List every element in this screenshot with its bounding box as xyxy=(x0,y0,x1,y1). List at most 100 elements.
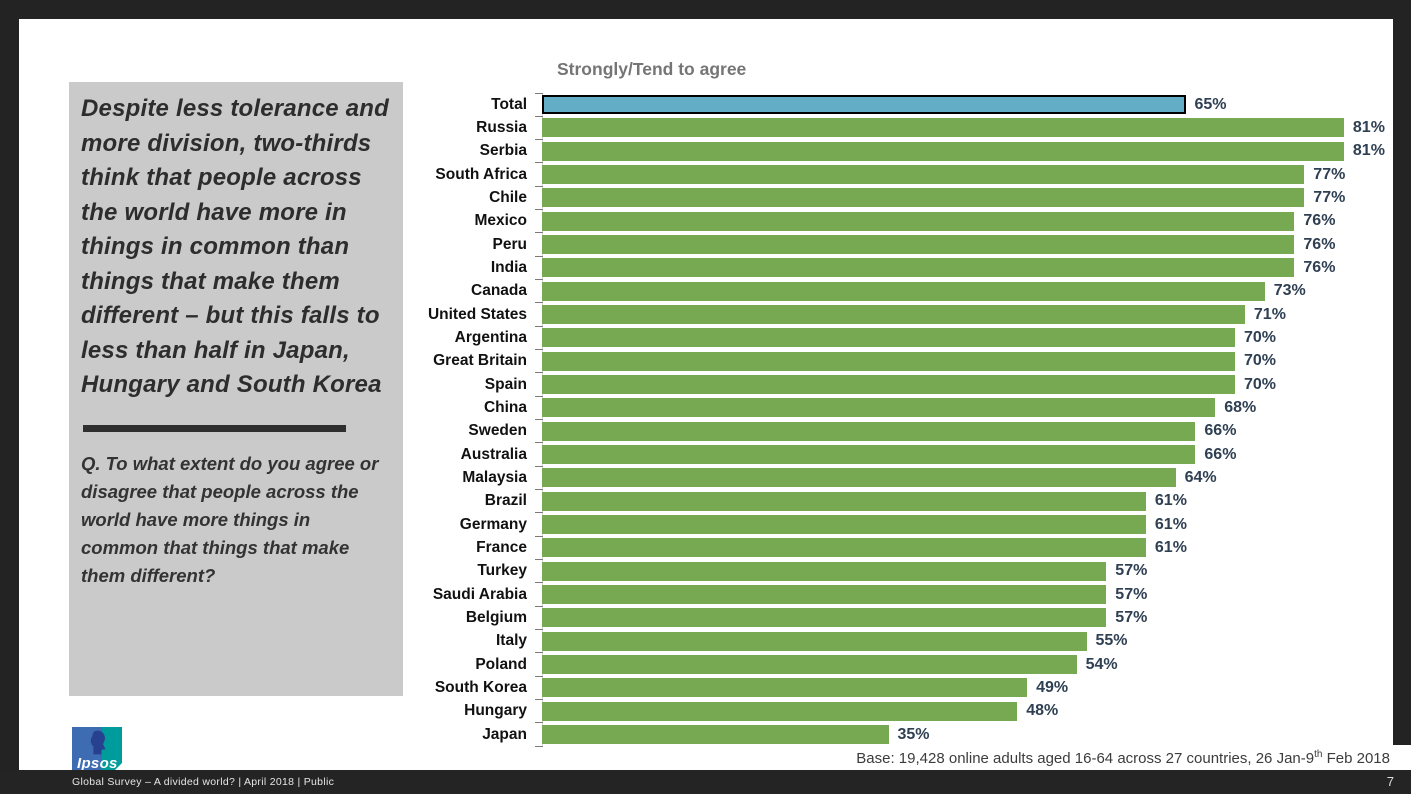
axis-tick xyxy=(535,605,543,607)
question-text: Q. To what extent do you agree or disagr… xyxy=(81,452,379,586)
category-label: China xyxy=(483,398,527,416)
country-bar xyxy=(542,608,1107,628)
value-label: 77% xyxy=(1313,188,1346,206)
chart-row: Argentina 70% xyxy=(19,325,1411,349)
footer-bar: Global Survey – A divided world? | April… xyxy=(0,770,1411,794)
country-bar xyxy=(542,258,1295,278)
chart-row: Poland 54% xyxy=(19,652,1411,676)
value-label: 70% xyxy=(1244,328,1277,346)
category-label: Turkey xyxy=(477,562,527,580)
country-bar xyxy=(542,188,1305,208)
footer-source-text: Global Survey – A divided world? | April… xyxy=(72,776,335,788)
value-label: 54% xyxy=(1085,655,1118,673)
axis-tick xyxy=(535,419,543,421)
chart-row: France 61% xyxy=(19,535,1411,559)
value-label: 57% xyxy=(1115,608,1148,626)
value-label: 73% xyxy=(1273,282,1306,300)
axis-tick xyxy=(535,582,543,584)
chart-row: Mexico 76% xyxy=(19,209,1411,233)
chart-row: Total 65% xyxy=(19,92,1411,116)
category-label: Russia xyxy=(476,118,527,136)
axis-tick xyxy=(535,162,543,164)
axis-tick xyxy=(535,535,543,537)
category-label: Germany xyxy=(459,515,527,533)
value-label: 35% xyxy=(897,725,930,743)
axis-tick xyxy=(535,115,543,117)
base-note-superscript: th xyxy=(1314,749,1323,760)
axis-tick xyxy=(535,559,543,561)
chart-row: Russia 81% xyxy=(19,115,1411,139)
value-label: 77% xyxy=(1313,165,1346,183)
total-bar xyxy=(542,95,1186,115)
axis-tick xyxy=(535,185,543,187)
axis-tick xyxy=(535,465,543,467)
chart-row: India 76% xyxy=(19,255,1411,279)
chart-row: Sweden 66% xyxy=(19,419,1411,443)
logo-head-silhouette xyxy=(90,730,106,755)
country-bar xyxy=(542,725,889,745)
value-label: 48% xyxy=(1026,702,1059,720)
axis-tick xyxy=(535,746,543,748)
country-bar xyxy=(542,305,1245,325)
country-bar xyxy=(542,235,1295,255)
category-label: South Korea xyxy=(434,678,527,696)
category-label: Canada xyxy=(471,282,527,300)
country-bar xyxy=(542,631,1087,651)
category-label: Argentina xyxy=(454,328,527,346)
country-bar xyxy=(542,211,1295,231)
category-label: Australia xyxy=(460,445,527,463)
chart-row: Germany 61% xyxy=(19,512,1411,536)
page-number: 7 xyxy=(1386,774,1394,789)
chart-row: China 68% xyxy=(19,395,1411,419)
category-label: United States xyxy=(427,305,527,323)
chart-row: United States 71% xyxy=(19,302,1411,326)
country-bar xyxy=(542,375,1235,395)
country-bar xyxy=(542,445,1196,465)
value-label: 71% xyxy=(1253,305,1286,323)
category-label: Total xyxy=(491,95,527,113)
slide: Despite less tolerance and more division… xyxy=(19,19,1393,775)
panel-divider xyxy=(83,424,346,432)
axis-tick xyxy=(535,209,543,211)
axis-tick xyxy=(535,139,543,141)
chart-row: Canada 73% xyxy=(19,279,1411,303)
chart-row: Great Britain 70% xyxy=(19,349,1411,373)
category-label: Saudi Arabia xyxy=(432,585,527,603)
bar-chart: Total 65% Russia 81% Serbia 81% South Africa 77… xyxy=(19,92,1411,748)
country-bar xyxy=(542,141,1344,161)
axis-tick xyxy=(535,302,543,304)
category-label: Mexico xyxy=(474,212,527,230)
country-bar xyxy=(542,328,1235,348)
value-label: 61% xyxy=(1154,492,1187,510)
country-bar xyxy=(542,421,1196,441)
value-label: 76% xyxy=(1303,212,1336,230)
chart-row: Japan 35% xyxy=(19,722,1411,746)
value-label: 64% xyxy=(1184,468,1217,486)
chart-row: Brazil 61% xyxy=(19,489,1411,513)
value-label: 66% xyxy=(1204,422,1237,440)
headline-text: Despite less tolerance and more division… xyxy=(81,95,389,398)
axis-tick xyxy=(535,512,543,514)
logo-wordmark: Ipsos xyxy=(77,755,118,772)
value-label: 81% xyxy=(1352,118,1385,136)
country-bar xyxy=(542,468,1176,488)
category-label: Serbia xyxy=(479,142,527,160)
category-label: Sweden xyxy=(468,422,527,440)
axis-tick xyxy=(535,279,543,281)
category-label: Great Britain xyxy=(433,352,527,370)
chart-row: Hungary 48% xyxy=(19,699,1411,723)
chart-row: Serbia 81% xyxy=(19,139,1411,163)
value-label: 68% xyxy=(1224,398,1257,416)
base-note: Base: 19,428 online adults aged 16-64 ac… xyxy=(850,745,1411,771)
summary-panel: Despite less tolerance and more division… xyxy=(69,82,403,696)
chart-row: Italy 55% xyxy=(19,629,1411,653)
category-label: Japan xyxy=(482,725,527,743)
category-label: Belgium xyxy=(465,608,527,626)
value-label: 76% xyxy=(1303,258,1336,276)
country-bar xyxy=(542,538,1146,558)
country-bar xyxy=(542,398,1216,418)
axis-tick xyxy=(535,395,543,397)
chart-row: Saudi Arabia 57% xyxy=(19,582,1411,606)
base-note-prefix: Base: 19,428 online adults aged 16-64 ac… xyxy=(856,750,1315,767)
